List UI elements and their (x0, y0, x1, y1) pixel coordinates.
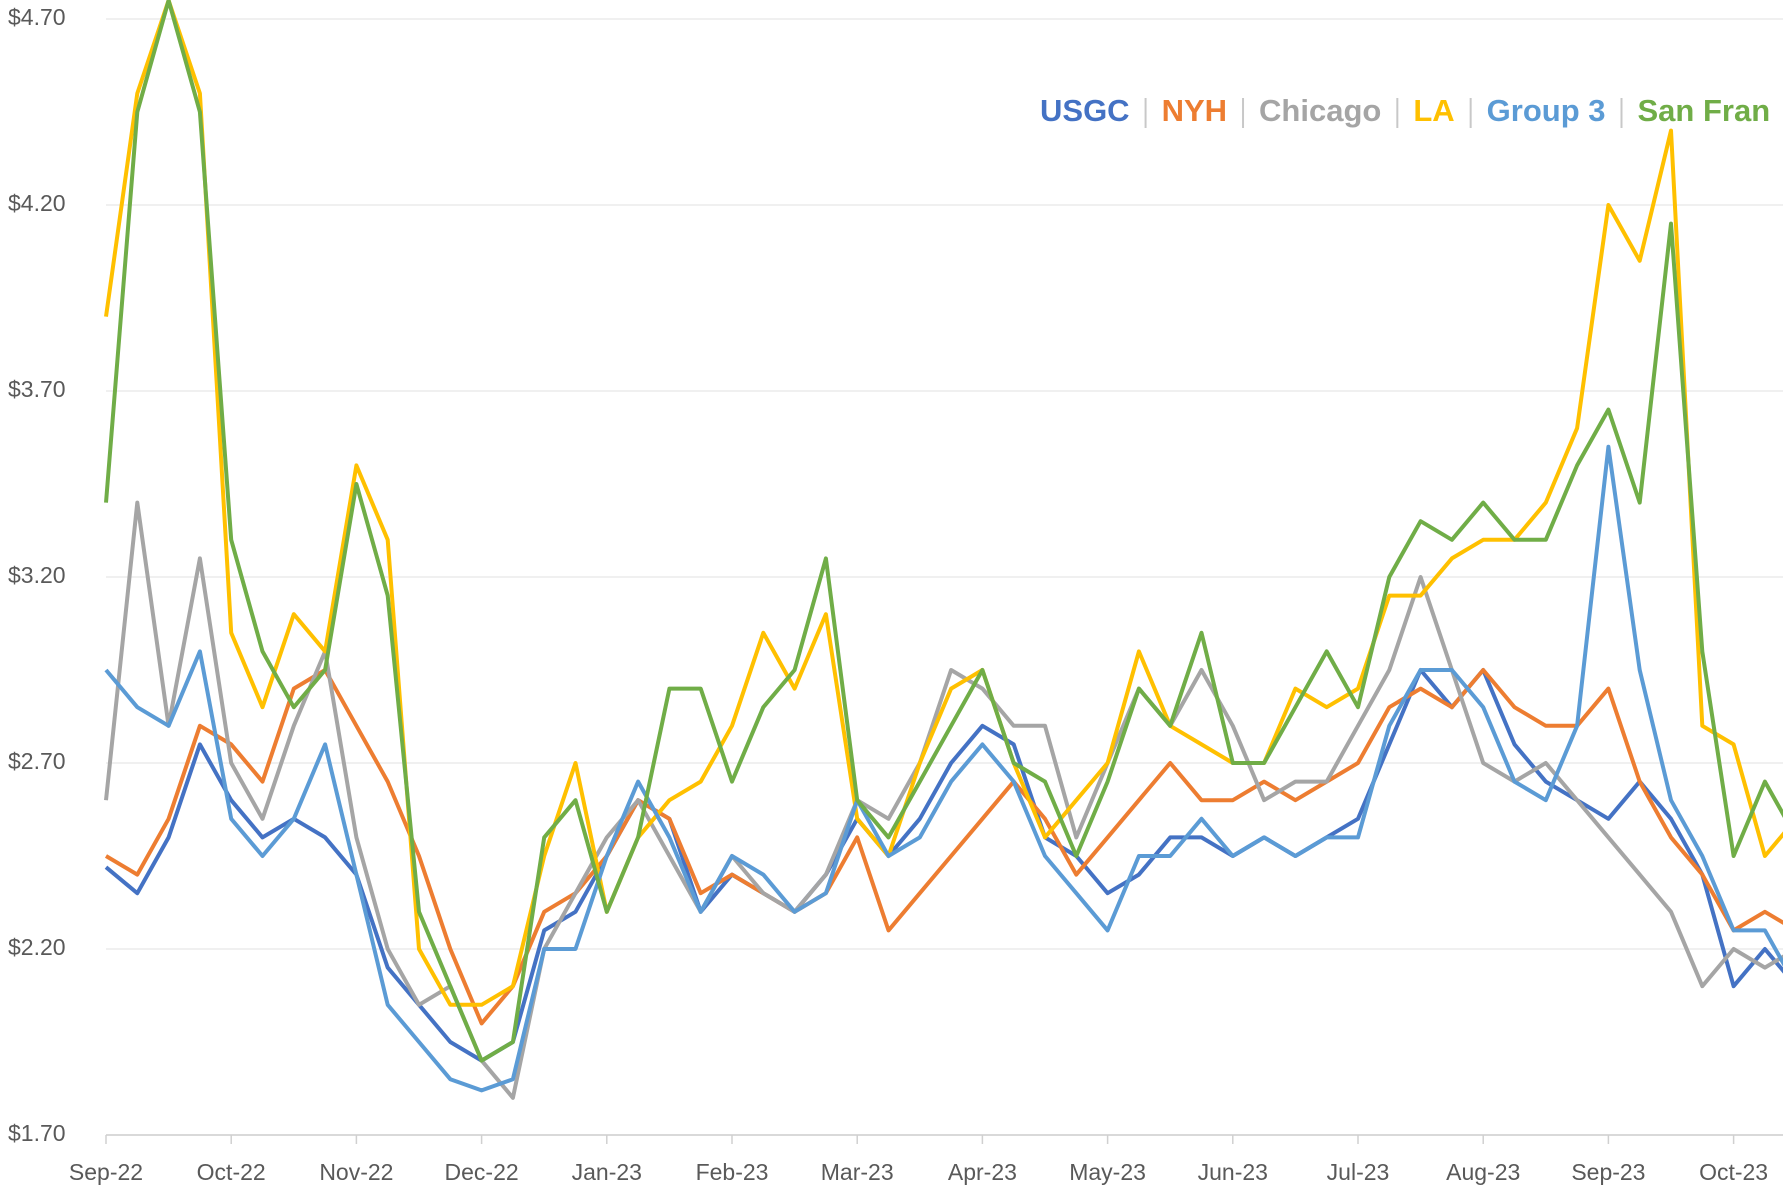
legend-entry: LA (1413, 93, 1454, 128)
legend-entry: Chicago (1259, 93, 1381, 128)
x-tick-label: May-23 (1069, 1159, 1146, 1185)
x-tick-label: Jan-23 (572, 1159, 642, 1185)
legend-entry: San Fran (1638, 93, 1771, 128)
line-series (104, 668, 1783, 1026)
x-tick-label: Oct-22 (197, 1159, 266, 1185)
x-tick-label: Nov-22 (319, 1159, 393, 1185)
y-tick-label: $2.70 (8, 748, 66, 774)
x-tick-label: Aug-23 (1446, 1159, 1520, 1185)
x-tick-label: Dec-22 (445, 1159, 519, 1185)
legend-entry: USGC (1040, 93, 1130, 128)
legend-entry: NYH (1162, 93, 1227, 128)
line-series (104, 668, 1783, 1063)
x-tick-label: Feb-23 (696, 1159, 769, 1185)
y-tick-label: $3.20 (8, 562, 66, 588)
line-series (104, 500, 1783, 1100)
x-tick-label: Jul-23 (1327, 1159, 1390, 1185)
x-tick-label: Apr-23 (948, 1159, 1017, 1185)
line-series (104, 444, 1783, 1093)
line-series (104, 0, 1783, 1007)
x-tick-label: Oct-23 (1699, 1159, 1768, 1185)
y-tick-label: $4.20 (8, 190, 66, 216)
x-tick-label: Mar-23 (821, 1159, 894, 1185)
y-tick-label: $4.70 (8, 4, 66, 30)
x-tick-label: Jun-23 (1198, 1159, 1268, 1185)
line-series (104, 0, 1783, 1063)
x-tick-label: Sep-23 (1571, 1159, 1645, 1185)
y-tick-label: $2.20 (8, 934, 66, 960)
y-tick-label: $1.70 (8, 1120, 66, 1146)
y-tick-label: $3.70 (8, 376, 66, 402)
legend-entry: Group 3 (1487, 93, 1606, 128)
x-tick-label: Sep-22 (69, 1159, 143, 1185)
